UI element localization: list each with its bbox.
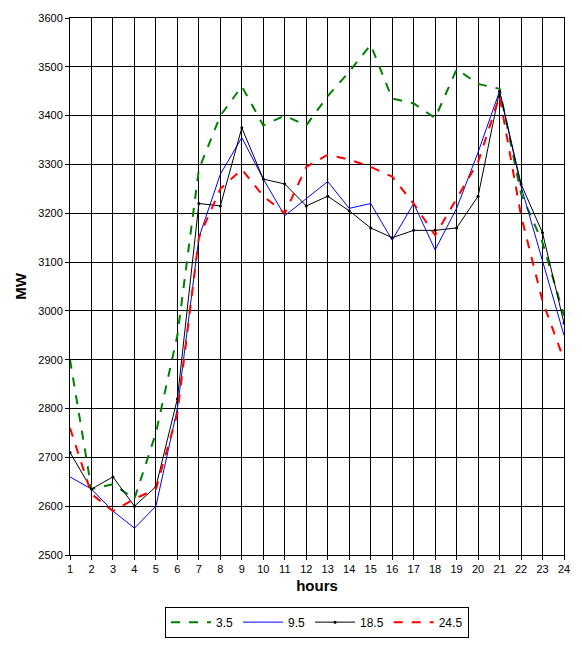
svg-text:9: 9 (239, 563, 245, 575)
svg-text:11: 11 (279, 563, 290, 575)
svg-text:22: 22 (515, 563, 527, 575)
svg-text:2700: 2700 (38, 451, 62, 463)
svg-text:2: 2 (88, 563, 94, 575)
svg-text:3100: 3100 (38, 256, 62, 268)
svg-text:9.5: 9.5 (288, 616, 305, 630)
svg-text:3: 3 (110, 563, 116, 575)
svg-text:18: 18 (429, 563, 441, 575)
svg-text:7: 7 (196, 563, 202, 575)
svg-text:2800: 2800 (38, 402, 62, 414)
svg-text:3400: 3400 (38, 109, 62, 121)
svg-text:24: 24 (558, 563, 570, 575)
svg-text:19: 19 (450, 563, 462, 575)
svg-text:hours: hours (296, 577, 338, 594)
svg-text:10: 10 (257, 563, 269, 575)
svg-text:3500: 3500 (38, 61, 62, 73)
svg-text:18.5: 18.5 (360, 616, 384, 630)
svg-text:2500: 2500 (38, 549, 62, 561)
svg-text:21: 21 (493, 563, 505, 575)
svg-text:3300: 3300 (38, 158, 62, 170)
svg-text:MW: MW (12, 272, 29, 299)
svg-text:12: 12 (300, 563, 312, 575)
svg-text:24.5: 24.5 (439, 616, 463, 630)
svg-text:2900: 2900 (38, 354, 62, 366)
svg-text:8: 8 (217, 563, 223, 575)
svg-text:3000: 3000 (38, 305, 62, 317)
svg-text:3.5: 3.5 (216, 616, 233, 630)
svg-text:15: 15 (365, 563, 377, 575)
svg-text:16: 16 (386, 563, 398, 575)
svg-text:4: 4 (131, 563, 137, 575)
svg-text:14: 14 (343, 563, 355, 575)
svg-text:1: 1 (67, 563, 73, 575)
svg-text:17: 17 (408, 563, 420, 575)
svg-text:20: 20 (472, 563, 484, 575)
svg-text:3600: 3600 (38, 12, 62, 24)
svg-text:6: 6 (174, 563, 180, 575)
svg-text:2600: 2600 (38, 500, 62, 512)
svg-text:23: 23 (536, 563, 548, 575)
svg-text:5: 5 (153, 563, 159, 575)
svg-text:13: 13 (322, 563, 334, 575)
svg-text:3200: 3200 (38, 207, 62, 219)
